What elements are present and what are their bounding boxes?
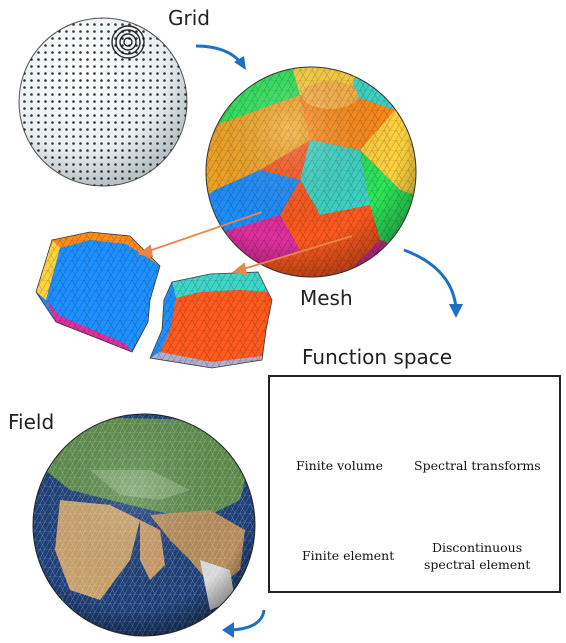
grid-sphere — [18, 17, 188, 187]
discontinuous-caption-line1: Discontinuous — [432, 540, 523, 555]
mesh-sphere — [205, 66, 417, 278]
grid-label: Grid — [168, 6, 210, 30]
discontinuous-caption-line2: spectral element — [424, 557, 531, 572]
mesh-patch-left — [35, 231, 161, 353]
flow-arrow-function-to-field — [222, 609, 266, 638]
field-label: Field — [8, 410, 55, 434]
function-space-panel — [268, 375, 561, 593]
flow-arrow-mesh-to-function — [403, 248, 463, 318]
finite-volume-caption: Finite volume — [296, 458, 383, 473]
spectral-transforms-caption: Spectral transforms — [414, 458, 541, 473]
patch-arrows — [137, 211, 353, 276]
function-space-label: Function space — [302, 345, 453, 369]
field-earth — [32, 413, 256, 637]
mesh-label: Mesh — [300, 286, 353, 310]
mesh-patch-right — [149, 271, 273, 369]
finite-element-caption: Finite element — [302, 548, 395, 563]
flow-arrow-grid-to-mesh — [195, 44, 246, 70]
